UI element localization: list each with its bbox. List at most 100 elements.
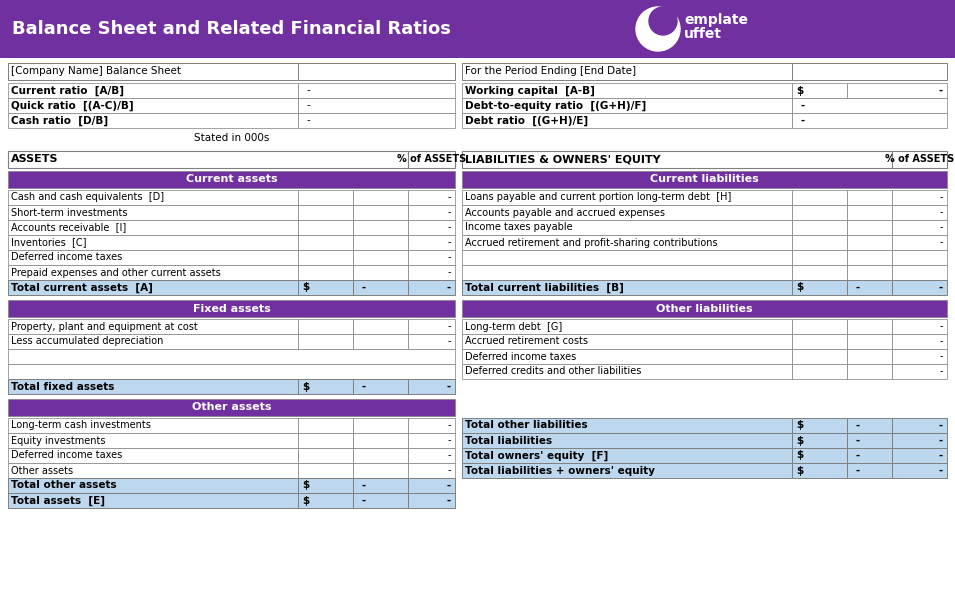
Bar bbox=[298, 379, 353, 394]
Text: -: - bbox=[447, 382, 451, 391]
Bar bbox=[353, 319, 408, 334]
Bar bbox=[298, 83, 455, 98]
Text: -: - bbox=[361, 282, 365, 292]
Bar bbox=[462, 433, 792, 448]
Bar bbox=[408, 334, 455, 349]
Bar bbox=[892, 280, 947, 295]
Bar bbox=[462, 98, 792, 113]
Bar bbox=[847, 205, 892, 220]
Bar bbox=[8, 151, 408, 168]
Bar bbox=[8, 250, 298, 265]
Text: -: - bbox=[940, 321, 943, 332]
Bar bbox=[847, 364, 892, 379]
Bar bbox=[462, 265, 792, 280]
Bar bbox=[298, 334, 353, 349]
Text: Deferred credits and other liabilities: Deferred credits and other liabilities bbox=[465, 367, 642, 376]
Bar bbox=[8, 334, 298, 349]
Text: -: - bbox=[855, 466, 860, 476]
Text: -: - bbox=[939, 435, 943, 446]
Text: -: - bbox=[447, 282, 451, 292]
Bar bbox=[792, 364, 847, 379]
Bar bbox=[892, 463, 947, 478]
Text: Current liabilities: Current liabilities bbox=[650, 174, 759, 185]
Text: Loans payable and current portion long-term debt  [H]: Loans payable and current portion long-t… bbox=[465, 192, 732, 203]
Bar bbox=[892, 220, 947, 235]
Text: -: - bbox=[855, 450, 860, 461]
Text: -: - bbox=[939, 282, 943, 292]
Text: -: - bbox=[448, 192, 451, 203]
Text: -: - bbox=[939, 420, 943, 431]
Text: Equity investments: Equity investments bbox=[11, 435, 105, 446]
Text: -: - bbox=[940, 352, 943, 362]
Text: Debt-to-equity ratio  [(G+H)/F]: Debt-to-equity ratio [(G+H)/F] bbox=[465, 100, 647, 110]
Bar bbox=[792, 235, 847, 250]
Text: -: - bbox=[939, 466, 943, 476]
Bar bbox=[353, 205, 408, 220]
Bar bbox=[462, 463, 792, 478]
Text: Other liabilities: Other liabilities bbox=[656, 303, 753, 314]
Text: -: - bbox=[447, 481, 451, 490]
Bar bbox=[462, 235, 792, 250]
Text: -: - bbox=[855, 435, 860, 446]
Bar bbox=[353, 250, 408, 265]
Bar bbox=[792, 220, 847, 235]
Bar bbox=[792, 448, 847, 463]
Bar bbox=[408, 319, 455, 334]
Bar bbox=[792, 463, 847, 478]
Bar bbox=[892, 190, 947, 205]
Text: Prepaid expenses and other current assets: Prepaid expenses and other current asset… bbox=[11, 268, 221, 277]
Text: Total current assets  [A]: Total current assets [A] bbox=[11, 282, 153, 292]
Text: -: - bbox=[361, 496, 365, 505]
Bar bbox=[298, 113, 455, 128]
Text: Fixed assets: Fixed assets bbox=[193, 303, 270, 314]
Bar bbox=[353, 265, 408, 280]
Bar bbox=[792, 433, 847, 448]
Text: $: $ bbox=[796, 435, 803, 446]
Text: -: - bbox=[448, 223, 451, 233]
Bar bbox=[792, 265, 847, 280]
Bar bbox=[408, 220, 455, 235]
Text: Other assets: Other assets bbox=[192, 402, 271, 412]
Text: -: - bbox=[448, 450, 451, 461]
Bar bbox=[792, 83, 847, 98]
Bar bbox=[408, 418, 455, 433]
Bar bbox=[8, 399, 455, 416]
Bar bbox=[462, 83, 792, 98]
Text: Total assets  [E]: Total assets [E] bbox=[11, 496, 105, 506]
Text: Accrued retirement costs: Accrued retirement costs bbox=[465, 336, 588, 347]
Text: % of ASSETS: % of ASSETS bbox=[397, 154, 466, 165]
Bar bbox=[298, 220, 353, 235]
Bar bbox=[8, 433, 298, 448]
Bar bbox=[847, 349, 892, 364]
Bar bbox=[8, 478, 298, 493]
Bar bbox=[408, 280, 455, 295]
Text: uffet: uffet bbox=[684, 27, 722, 41]
Text: Total owners' equity  [F]: Total owners' equity [F] bbox=[465, 450, 608, 461]
Bar bbox=[8, 493, 298, 508]
Text: Current ratio  [A/B]: Current ratio [A/B] bbox=[11, 86, 124, 96]
Bar bbox=[462, 334, 792, 349]
Text: -: - bbox=[448, 253, 451, 262]
Text: $: $ bbox=[302, 382, 309, 391]
Text: -: - bbox=[940, 223, 943, 233]
Text: -: - bbox=[939, 450, 943, 461]
Text: -: - bbox=[361, 481, 365, 490]
Bar bbox=[353, 493, 408, 508]
Bar bbox=[408, 151, 455, 168]
Bar bbox=[847, 463, 892, 478]
Bar bbox=[298, 280, 353, 295]
Text: Total current liabilities  [B]: Total current liabilities [B] bbox=[465, 282, 624, 292]
Bar bbox=[353, 280, 408, 295]
Text: -: - bbox=[447, 496, 451, 505]
Bar bbox=[408, 448, 455, 463]
Bar bbox=[8, 448, 298, 463]
Bar bbox=[792, 319, 847, 334]
Bar bbox=[353, 448, 408, 463]
Bar bbox=[353, 235, 408, 250]
Bar bbox=[8, 83, 298, 98]
Text: Short-term investments: Short-term investments bbox=[11, 207, 128, 218]
Text: -: - bbox=[448, 321, 451, 332]
Text: Cash ratio  [D/B]: Cash ratio [D/B] bbox=[11, 115, 108, 125]
Text: $: $ bbox=[302, 481, 309, 490]
Text: -: - bbox=[448, 207, 451, 218]
